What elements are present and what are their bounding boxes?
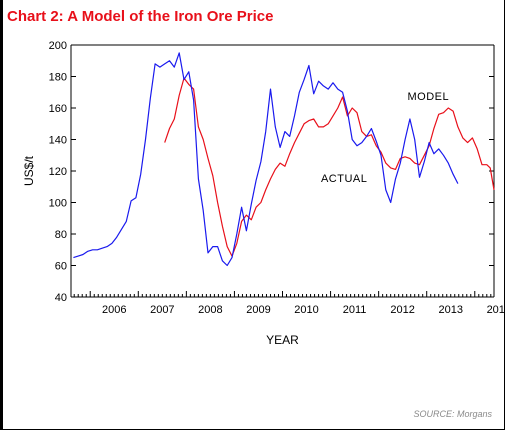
y-tick-label: 120 bbox=[49, 166, 67, 178]
x-tick-label: 2008 bbox=[198, 304, 222, 316]
x-tick-label: 2007 bbox=[150, 304, 174, 316]
y-tick-label: 40 bbox=[55, 292, 67, 304]
labels: YEAR US$/t MODEL ACTUAL bbox=[22, 91, 449, 347]
x-tick-label: 2013 bbox=[438, 304, 462, 316]
chart-title: Chart 2: A Model of the Iron Ore Price bbox=[7, 8, 274, 25]
ticks: 40 60 80 100 120 140 160 180 200 2006 2007 2008 2009… bbox=[49, 40, 505, 316]
y-tick-label: 160 bbox=[49, 103, 67, 115]
line-chart: 40 60 80 100 120 140 160 180 200 2006 2007 2008 2009… bbox=[22, 40, 505, 347]
series-label-model: MODEL bbox=[407, 91, 449, 103]
x-tick-label: 2012 bbox=[390, 304, 414, 316]
y-tick-label: 60 bbox=[55, 261, 67, 273]
x-tick-label: 2009 bbox=[246, 304, 270, 316]
y-tick-label: 200 bbox=[49, 40, 67, 52]
series-line-model bbox=[164, 77, 495, 257]
axes bbox=[70, 44, 495, 298]
source-note: SOURCE: Morgans bbox=[413, 409, 492, 419]
series-line-actual bbox=[73, 52, 459, 267]
x-tick-label: 2010 bbox=[294, 304, 318, 316]
x-tick-label: 2011 bbox=[343, 304, 367, 316]
series-label-actual: ACTUAL bbox=[321, 173, 367, 185]
y-axis-title: US$/t bbox=[22, 155, 36, 186]
x-tick-label: 2006 bbox=[102, 304, 126, 316]
y-tick-label: 140 bbox=[49, 135, 67, 147]
x-axis-title: YEAR bbox=[266, 333, 299, 347]
series-lines bbox=[73, 52, 495, 267]
y-tick-label: 80 bbox=[55, 229, 67, 241]
y-tick-label: 100 bbox=[49, 198, 67, 210]
y-tick-label: 180 bbox=[49, 72, 67, 84]
